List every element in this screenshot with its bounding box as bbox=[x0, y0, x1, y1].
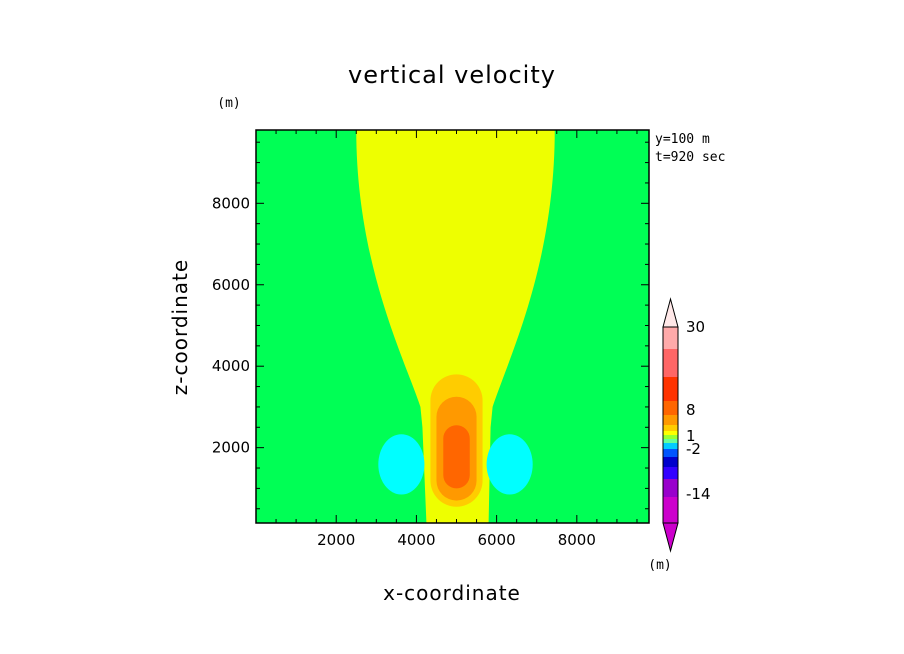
colorbar-unit: (m) bbox=[648, 558, 671, 573]
x-axis-title: x-coordinate bbox=[383, 581, 521, 605]
colorbar-band bbox=[663, 479, 678, 497]
colorbar-band bbox=[663, 401, 678, 415]
colorbar-upper-triangle bbox=[662, 297, 679, 328]
updraft-core-inner bbox=[443, 425, 470, 489]
colorbar-band bbox=[663, 467, 678, 479]
colorbar-band bbox=[663, 457, 678, 467]
colorbar-label: -14 bbox=[686, 485, 711, 503]
colorbar-band bbox=[663, 349, 678, 377]
x-tick-label: 4000 bbox=[397, 531, 435, 549]
colorbar-band bbox=[663, 497, 678, 523]
y-tick-label: 2000 bbox=[212, 439, 250, 457]
y-tick-label: 4000 bbox=[212, 357, 250, 375]
y-axis-title: z-coordinate bbox=[168, 259, 192, 395]
colorbar-band bbox=[663, 377, 678, 401]
annotation-t: t=920 sec bbox=[655, 150, 725, 165]
colorbar-label: 8 bbox=[686, 401, 696, 419]
colorbar-band bbox=[663, 327, 678, 349]
chart-title: vertical velocity bbox=[348, 61, 556, 89]
x-tick-label: 6000 bbox=[478, 531, 516, 549]
updraft-column bbox=[356, 130, 555, 523]
downdraft-right bbox=[486, 434, 533, 495]
colorbar-band bbox=[663, 439, 678, 443]
colorbar-label: 30 bbox=[686, 318, 705, 336]
colorbar-label: -2 bbox=[686, 440, 701, 458]
colorbar-label: 1 bbox=[686, 427, 696, 445]
colorbar-band bbox=[663, 449, 678, 457]
colorbar-band bbox=[663, 425, 678, 431]
x-tick-label: 8000 bbox=[558, 531, 596, 549]
plot-area bbox=[255, 129, 650, 524]
colorbar-band bbox=[663, 415, 678, 425]
x-tick-label: 2000 bbox=[317, 531, 355, 549]
annotation-y: y=100 m bbox=[655, 132, 710, 147]
y-tick-label: 8000 bbox=[212, 194, 250, 212]
downdraft-left bbox=[378, 434, 425, 495]
y-axis-unit: (m) bbox=[217, 96, 240, 111]
plot-frame bbox=[255, 129, 650, 524]
colorbar-band bbox=[663, 435, 678, 439]
colorbar-band bbox=[663, 443, 678, 449]
x-axis: 2000 4000 6000 8000 bbox=[255, 130, 638, 549]
y-tick-label: 6000 bbox=[212, 276, 250, 294]
colorbar-frame bbox=[662, 326, 679, 524]
colorbar-lower-triangle bbox=[662, 522, 679, 553]
colorbar: 30 8 1-2 -14 bbox=[662, 297, 711, 553]
colorbar-band bbox=[663, 431, 678, 435]
y-axis: 2000 4000 6000 8000 bbox=[212, 141, 649, 510]
